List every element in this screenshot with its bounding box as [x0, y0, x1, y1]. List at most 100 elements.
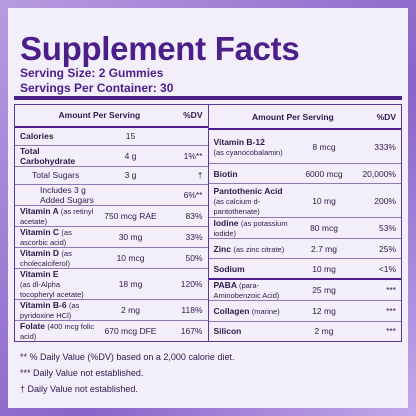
- nutrient-note: (as dl-Alpha tocopheryl acetate): [20, 280, 84, 299]
- daily-value: 25%: [378, 243, 396, 254]
- nutrient-name: Pantothenic Acid: [213, 185, 283, 196]
- nutrient-row: Total Sugars 3 g †: [15, 167, 208, 185]
- nutrient-row: Vitamin C (as ascorbic acid) 30 mg 33%: [15, 227, 208, 248]
- nutrient-name: Collagen: [213, 306, 250, 317]
- nutrient-name: Vitamin C: [20, 227, 60, 237]
- nutrient: Vitamin D (as cholecalciferol): [20, 248, 95, 268]
- servings-per-container: Servings Per Container: 30: [20, 81, 174, 95]
- daily-value: 53%: [378, 222, 396, 233]
- nutrient: Sodium: [214, 264, 289, 274]
- amount: 30 mg: [118, 232, 143, 242]
- nutrient-row: Sodium 10 mg <1%: [208, 259, 401, 281]
- nutrient: Folate (400 mcg folic acid): [20, 321, 95, 341]
- nutrient-row: Collagen (marine) 12 mg ***: [208, 301, 401, 322]
- daily-value: 118%: [181, 305, 203, 315]
- nutrient-row: Pantothenic Acid (as calcium d-pantothena…: [208, 184, 401, 218]
- nutrient-name: Calories: [20, 131, 54, 142]
- nutrient-note: (as potassium iodide): [213, 218, 288, 238]
- serving-size: Serving Size: 2 Gummies: [20, 66, 164, 80]
- daily-value: <1%: [378, 263, 396, 274]
- amount: 2 mg: [121, 305, 140, 315]
- header-amount: Amount Per Serving: [252, 111, 334, 122]
- nutrient-row: Biotin 6000 mcg 20,000%: [208, 164, 401, 185]
- nutrient-name: Sodium: [213, 263, 245, 274]
- nutrient: Calories: [20, 131, 95, 141]
- daily-value: ***: [386, 306, 396, 317]
- nutrient: Total Sugars: [20, 170, 95, 180]
- nutrient-row: Vitamin B-12 (as cyanocobalamin) 8 mcg 333%: [208, 130, 401, 164]
- nutrient-note: (as zinc citrate): [233, 244, 285, 254]
- header-amount: Amount Per Serving: [58, 110, 141, 121]
- amount: 2 mg: [314, 326, 334, 337]
- amount: 10 mg: [312, 195, 336, 206]
- amount: 12 mg: [312, 306, 336, 317]
- nutrient-note: (as pyridoxine HCl): [20, 301, 80, 320]
- nutrient: Zinc (as zinc citrate): [214, 244, 289, 254]
- nutrient-row: Iodine (as potassium iodide) 80 mcg 53%: [208, 218, 401, 239]
- daily-value: 333%: [374, 141, 396, 152]
- amount: 8 mcg: [312, 141, 336, 152]
- daily-value: 200%: [374, 195, 396, 206]
- nutrient: Vitamin B-12 (as cyanocobalamin): [214, 137, 289, 157]
- nutrient-name: Includes 3 g Added Sugars: [40, 185, 94, 205]
- header-dv: %DV: [183, 110, 203, 121]
- nutrient-row: Zinc (as zinc citrate) 2.7 mg 25%: [208, 239, 401, 260]
- amount: 3 g: [124, 170, 137, 181]
- nutrient-row: Vitamin D (as cholecalciferol) 10 mcg 50%: [15, 248, 208, 269]
- daily-value: ***: [386, 285, 396, 296]
- nutrient-name: Vitamin D: [20, 248, 60, 258]
- nutrient: Vitamin C (as ascorbic acid): [20, 227, 95, 247]
- facts-table: Amount Per Serving %DV Calories 15 Total Car…: [14, 104, 402, 342]
- nutrient-row: Total Carbohydrate 4 g 1%**: [15, 146, 208, 167]
- daily-value: †: [197, 170, 203, 181]
- nutrient-name: Vitamin E: [20, 269, 59, 279]
- nutrient-name: Biotin: [213, 168, 238, 179]
- nutrient-note: (as cholecalciferol): [20, 249, 72, 268]
- footnote: ** % Daily Value (%DV) based on a 2,000 …: [20, 352, 235, 362]
- nutrient-note: (as retinyl acetate): [20, 207, 94, 226]
- right-column: Amount Per Serving %DV Vitamin B-12 (as cya…: [207, 105, 401, 341]
- amount: 15: [125, 131, 136, 142]
- daily-value: 120%: [180, 279, 203, 289]
- daily-value: 20,000%: [362, 168, 396, 179]
- nutrient-name: Vitamin A: [20, 206, 59, 216]
- daily-value: 83%: [185, 211, 203, 221]
- nutrient: Collagen (marine): [214, 306, 289, 316]
- nutrient-note: (as cyanocobalamin): [213, 147, 283, 157]
- label-panel: Supplement Facts Serving Size: 2 Gummies…: [8, 8, 408, 408]
- divider: [14, 96, 402, 100]
- nutrient: PABA (para-Aminobenzoic Acid): [214, 280, 289, 300]
- nutrient: Vitamin B-6 (as pyridoxine HCl): [20, 300, 95, 320]
- amount: 670 mcg DFE: [104, 326, 157, 336]
- nutrient-note: (as calcium d-pantothenate): [213, 196, 261, 216]
- nutrient-row: PABA (para-Aminobenzoic Acid) 25 mg ***: [208, 280, 401, 302]
- footnote: *** Daily Value not established.: [20, 368, 144, 378]
- amount: 6000 mcg: [305, 168, 343, 179]
- nutrient: Silicon: [214, 326, 289, 336]
- amount: 80 mcg: [310, 222, 338, 233]
- nutrient-row: Vitamin A (as retinyl acetate) 750 mcg RA…: [15, 206, 208, 227]
- amount: 750 mcg RAE: [104, 211, 157, 221]
- footnote: † Daily Value not established.: [20, 384, 138, 394]
- nutrient-name: Vitamin B-6: [20, 300, 67, 310]
- nutrient-name: Silicon: [213, 326, 242, 337]
- nutrient-row: Vitamin B-6 (as pyridoxine HCl) 2 mg 118%: [15, 300, 208, 321]
- nutrient: Includes 3 g Added Sugars: [20, 185, 95, 205]
- nutrient-note: (para-Aminobenzoic Acid): [213, 281, 280, 301]
- nutrient-row: Includes 3 g Added Sugars 6%**: [15, 185, 208, 206]
- nutrient: Iodine (as potassium iodide): [214, 218, 289, 238]
- amount: 2.7 mg: [311, 243, 337, 254]
- nutrient-note: (marine): [251, 307, 280, 317]
- amount: 18 mg: [118, 279, 143, 289]
- nutrient: Total Carbohydrate: [20, 146, 95, 166]
- nutrient: Biotin: [214, 169, 289, 179]
- title: Supplement Facts: [20, 30, 300, 67]
- amount: 10 mg: [312, 263, 336, 274]
- amount: 4 g: [124, 150, 137, 161]
- daily-value: ***: [386, 326, 396, 337]
- nutrient-row: Vitamin E (as dl-Alpha tocopheryl acetate…: [15, 269, 208, 300]
- nutrient-name: Zinc: [213, 243, 231, 254]
- nutrient-name: Vitamin B-12: [213, 136, 265, 147]
- nutrient: Vitamin E (as dl-Alpha tocopheryl acetate…: [20, 269, 95, 299]
- nutrient-name: Total Sugars: [32, 170, 80, 181]
